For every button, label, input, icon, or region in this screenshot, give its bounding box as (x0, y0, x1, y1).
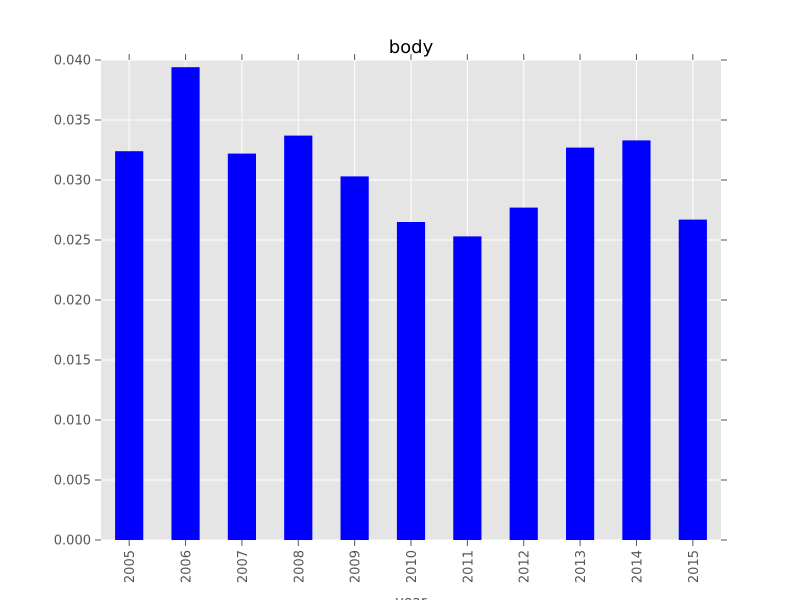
x-axis-label: year (395, 594, 426, 600)
x-tick-labels: 2005 2006 2007 2008 2009 2010 2011 2012 2013 2014… (123, 550, 702, 583)
x-tick-label: 2011 (461, 550, 476, 583)
y-tick-labels: 0.000 0.005 0.010 0.015 0.020 0.025 0.030 0.035… (54, 54, 91, 549)
x-tick-label: 2012 (518, 550, 533, 583)
y-tick-label: 0.025 (54, 234, 91, 249)
bar-2008 (284, 135, 313, 540)
bar-2013 (566, 147, 595, 540)
x-tick-label: 2007 (236, 550, 251, 583)
x-tick-label: 2009 (349, 550, 364, 583)
x-tick-label: 2005 (123, 550, 138, 583)
bar-2006 (171, 67, 200, 540)
y-tick-label: 0.015 (54, 354, 91, 369)
tick-marks (95, 54, 727, 546)
y-tick-label: 0.005 (54, 474, 91, 489)
bar-2014 (622, 140, 651, 540)
x-tick-label: 2006 (180, 550, 195, 583)
y-tick-label: 0.000 (54, 534, 91, 549)
bar-2010 (396, 222, 426, 540)
y-tick-label: 0.010 (54, 414, 91, 429)
bars (115, 67, 707, 540)
x-tick-label: 2014 (630, 550, 645, 583)
x-tick-label: 2015 (687, 550, 702, 583)
bar-2009 (340, 176, 369, 540)
chart-title: body (389, 37, 434, 58)
bar-2012 (509, 207, 538, 540)
x-tick-label: 2008 (292, 550, 307, 583)
bar-2015 (678, 219, 707, 540)
y-tick-label: 0.020 (54, 294, 91, 309)
x-tick-label: 2010 (405, 550, 420, 583)
y-tick-label: 0.030 (54, 174, 91, 189)
bar-2007 (227, 153, 256, 540)
x-tick-label: 2013 (574, 550, 589, 583)
y-tick-label: 0.035 (54, 114, 91, 129)
bar-2005 (115, 151, 144, 540)
y-tick-label: 0.040 (54, 54, 91, 69)
bar-2011 (453, 236, 482, 540)
